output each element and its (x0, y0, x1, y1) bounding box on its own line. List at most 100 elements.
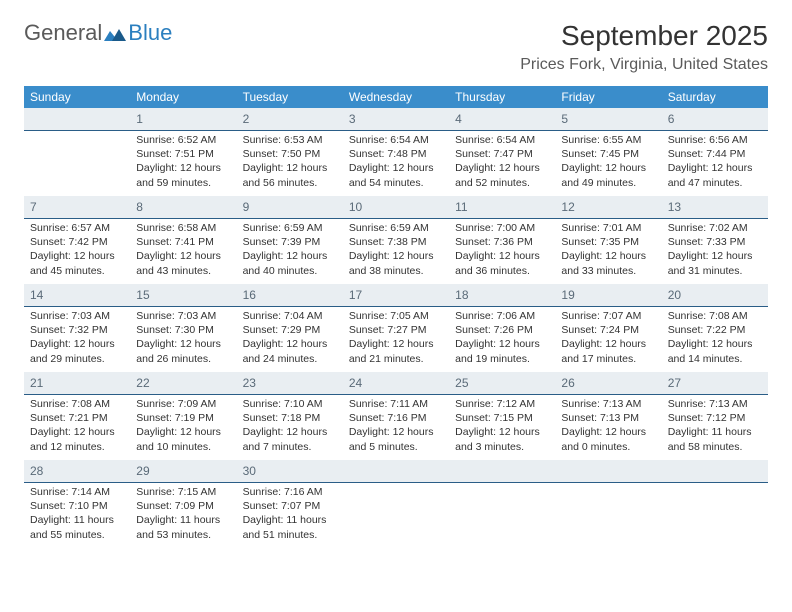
day-body: Sunrise: 6:57 AMSunset: 7:42 PMDaylight:… (24, 219, 130, 284)
sunset-text: Sunset: 7:32 PM (30, 323, 124, 337)
daylight-text: Daylight: 12 hours and 38 minutes. (349, 249, 443, 277)
day-number: 24 (349, 376, 362, 390)
daylight-text: Daylight: 12 hours and 33 minutes. (561, 249, 655, 277)
sunset-text: Sunset: 7:09 PM (136, 499, 230, 513)
sunset-text: Sunset: 7:27 PM (349, 323, 443, 337)
day-cell: 3Sunrise: 6:54 AMSunset: 7:48 PMDaylight… (343, 108, 449, 196)
day-cell: 23Sunrise: 7:10 AMSunset: 7:18 PMDayligh… (237, 372, 343, 460)
day-number-bar: 8 (130, 196, 236, 219)
day-body: Sunrise: 7:13 AMSunset: 7:13 PMDaylight:… (555, 395, 661, 460)
day-cell: 10Sunrise: 6:59 AMSunset: 7:38 PMDayligh… (343, 196, 449, 284)
sunset-text: Sunset: 7:21 PM (30, 411, 124, 425)
day-cell: 5Sunrise: 6:55 AMSunset: 7:45 PMDaylight… (555, 108, 661, 196)
day-cell: . (555, 460, 661, 548)
day-number-bar: 10 (343, 196, 449, 219)
sunrise-text: Sunrise: 7:07 AM (561, 309, 655, 323)
day-body: Sunrise: 6:56 AMSunset: 7:44 PMDaylight:… (662, 131, 768, 196)
sunrise-text: Sunrise: 7:16 AM (243, 485, 337, 499)
weeks-container: .1Sunrise: 6:52 AMSunset: 7:51 PMDayligh… (24, 108, 768, 548)
day-number-bar: 7 (24, 196, 130, 219)
day-number-bar: 23 (237, 372, 343, 395)
sunrise-text: Sunrise: 7:05 AM (349, 309, 443, 323)
day-number: 18 (455, 288, 468, 302)
daylight-text: Daylight: 12 hours and 21 minutes. (349, 337, 443, 365)
sunset-text: Sunset: 7:44 PM (668, 147, 762, 161)
day-body: Sunrise: 7:06 AMSunset: 7:26 PMDaylight:… (449, 307, 555, 372)
day-body: Sunrise: 7:08 AMSunset: 7:21 PMDaylight:… (24, 395, 130, 460)
sunset-text: Sunset: 7:50 PM (243, 147, 337, 161)
day-number-bar: . (555, 460, 661, 483)
day-body: Sunrise: 7:14 AMSunset: 7:10 PMDaylight:… (24, 483, 130, 548)
dow-cell: Tuesday (237, 86, 343, 108)
daylight-text: Daylight: 12 hours and 52 minutes. (455, 161, 549, 189)
week-row: .1Sunrise: 6:52 AMSunset: 7:51 PMDayligh… (24, 108, 768, 196)
day-number-bar: 4 (449, 108, 555, 131)
sunrise-text: Sunrise: 6:56 AM (668, 133, 762, 147)
sunrise-text: Sunrise: 7:08 AM (30, 397, 124, 411)
sunrise-text: Sunrise: 7:03 AM (30, 309, 124, 323)
day-body: Sunrise: 7:09 AMSunset: 7:19 PMDaylight:… (130, 395, 236, 460)
day-number: 15 (136, 288, 149, 302)
sunrise-text: Sunrise: 7:11 AM (349, 397, 443, 411)
calendar: SundayMondayTuesdayWednesdayThursdayFrid… (24, 86, 768, 548)
day-cell: 28Sunrise: 7:14 AMSunset: 7:10 PMDayligh… (24, 460, 130, 548)
title-block: September 2025 Prices Fork, Virginia, Un… (520, 20, 768, 74)
day-cell: 22 Sunrise: 7:09 AMSunset: 7:19 PMDayligh… (130, 372, 236, 460)
day-number-bar: . (343, 460, 449, 483)
day-cell: 13Sunrise: 7:02 AMSunset: 7:33 PMDayligh… (662, 196, 768, 284)
day-number: 19 (561, 288, 574, 302)
sunset-text: Sunset: 7:41 PM (136, 235, 230, 249)
daylight-text: Daylight: 12 hours and 47 minutes. (668, 161, 762, 189)
daylight-text: Daylight: 12 hours and 59 minutes. (136, 161, 230, 189)
sunrise-text: Sunrise: 6:53 AM (243, 133, 337, 147)
day-number-bar: 19 (555, 284, 661, 307)
day-body: Sunrise: 7:12 AMSunset: 7:15 PMDaylight:… (449, 395, 555, 460)
dow-cell: Saturday (662, 86, 768, 108)
daylight-text: Daylight: 11 hours and 51 minutes. (243, 513, 337, 541)
sunrise-text: Sunrise: 6:59 AM (243, 221, 337, 235)
day-cell: 30Sunrise: 7:16 AMSunset: 7:07 PMDayligh… (237, 460, 343, 548)
logo-mark-icon (104, 25, 126, 41)
sunset-text: Sunset: 7:48 PM (349, 147, 443, 161)
sunset-text: Sunset: 7:38 PM (349, 235, 443, 249)
daylight-text: Daylight: 12 hours and 14 minutes. (668, 337, 762, 365)
day-cell: 21Sunrise: 7:08 AMSunset: 7:21 PMDayligh… (24, 372, 130, 460)
daylight-text: Daylight: 12 hours and 29 minutes. (30, 337, 124, 365)
day-cell: 26Sunrise: 7:13 AMSunset: 7:13 PMDayligh… (555, 372, 661, 460)
sunrise-text: Sunrise: 7:13 AM (561, 397, 655, 411)
day-number: 6 (668, 112, 675, 126)
daylight-text: Daylight: 12 hours and 7 minutes. (243, 425, 337, 453)
week-row: 21Sunrise: 7:08 AMSunset: 7:21 PMDayligh… (24, 372, 768, 460)
day-number: 17 (349, 288, 362, 302)
daylight-text: Daylight: 12 hours and 36 minutes. (455, 249, 549, 277)
sunrise-text: Sunrise: 6:54 AM (455, 133, 549, 147)
day-cell: 27Sunrise: 7:13 AMSunset: 7:12 PMDayligh… (662, 372, 768, 460)
daylight-text: Daylight: 12 hours and 40 minutes. (243, 249, 337, 277)
sunset-text: Sunset: 7:12 PM (668, 411, 762, 425)
sunset-text: Sunset: 7:26 PM (455, 323, 549, 337)
daylight-text: Daylight: 12 hours and 17 minutes. (561, 337, 655, 365)
day-number-bar: 20 (662, 284, 768, 307)
day-cell: 17 Sunrise: 7:05 AMSunset: 7:27 PMDayligh… (343, 284, 449, 372)
day-cell: 6 Sunrise: 6:56 AMSunset: 7:44 PMDaylight… (662, 108, 768, 196)
day-body: Sunrise: 7:01 AMSunset: 7:35 PMDaylight:… (555, 219, 661, 284)
day-number: 16 (243, 288, 256, 302)
day-cell: 20Sunrise: 7:08 AMSunset: 7:22 PMDayligh… (662, 284, 768, 372)
day-cell: 16Sunrise: 7:04 AMSunset: 7:29 PMDayligh… (237, 284, 343, 372)
day-cell: 25Sunrise: 7:12 AMSunset: 7:15 PMDayligh… (449, 372, 555, 460)
day-number-bar: 13 (662, 196, 768, 219)
sunrise-text: Sunrise: 7:09 AM (136, 397, 230, 411)
day-number: 13 (668, 200, 681, 214)
day-number: 22 (136, 376, 149, 390)
day-number: 23 (243, 376, 256, 390)
day-cell: 9Sunrise: 6:59 AMSunset: 7:39 PMDaylight… (237, 196, 343, 284)
sunset-text: Sunset: 7:30 PM (136, 323, 230, 337)
day-cell: 8Sunrise: 6:58 AMSunset: 7:41 PMDaylight… (130, 196, 236, 284)
day-body: Sunrise: 6:59 AMSunset: 7:38 PMDaylight:… (343, 219, 449, 284)
day-of-week-header: SundayMondayTuesdayWednesdayThursdayFrid… (24, 86, 768, 108)
daylight-text: Daylight: 12 hours and 54 minutes. (349, 161, 443, 189)
sunset-text: Sunset: 7:07 PM (243, 499, 337, 513)
daylight-text: Daylight: 12 hours and 43 minutes. (136, 249, 230, 277)
sunset-text: Sunset: 7:39 PM (243, 235, 337, 249)
sunset-text: Sunset: 7:29 PM (243, 323, 337, 337)
